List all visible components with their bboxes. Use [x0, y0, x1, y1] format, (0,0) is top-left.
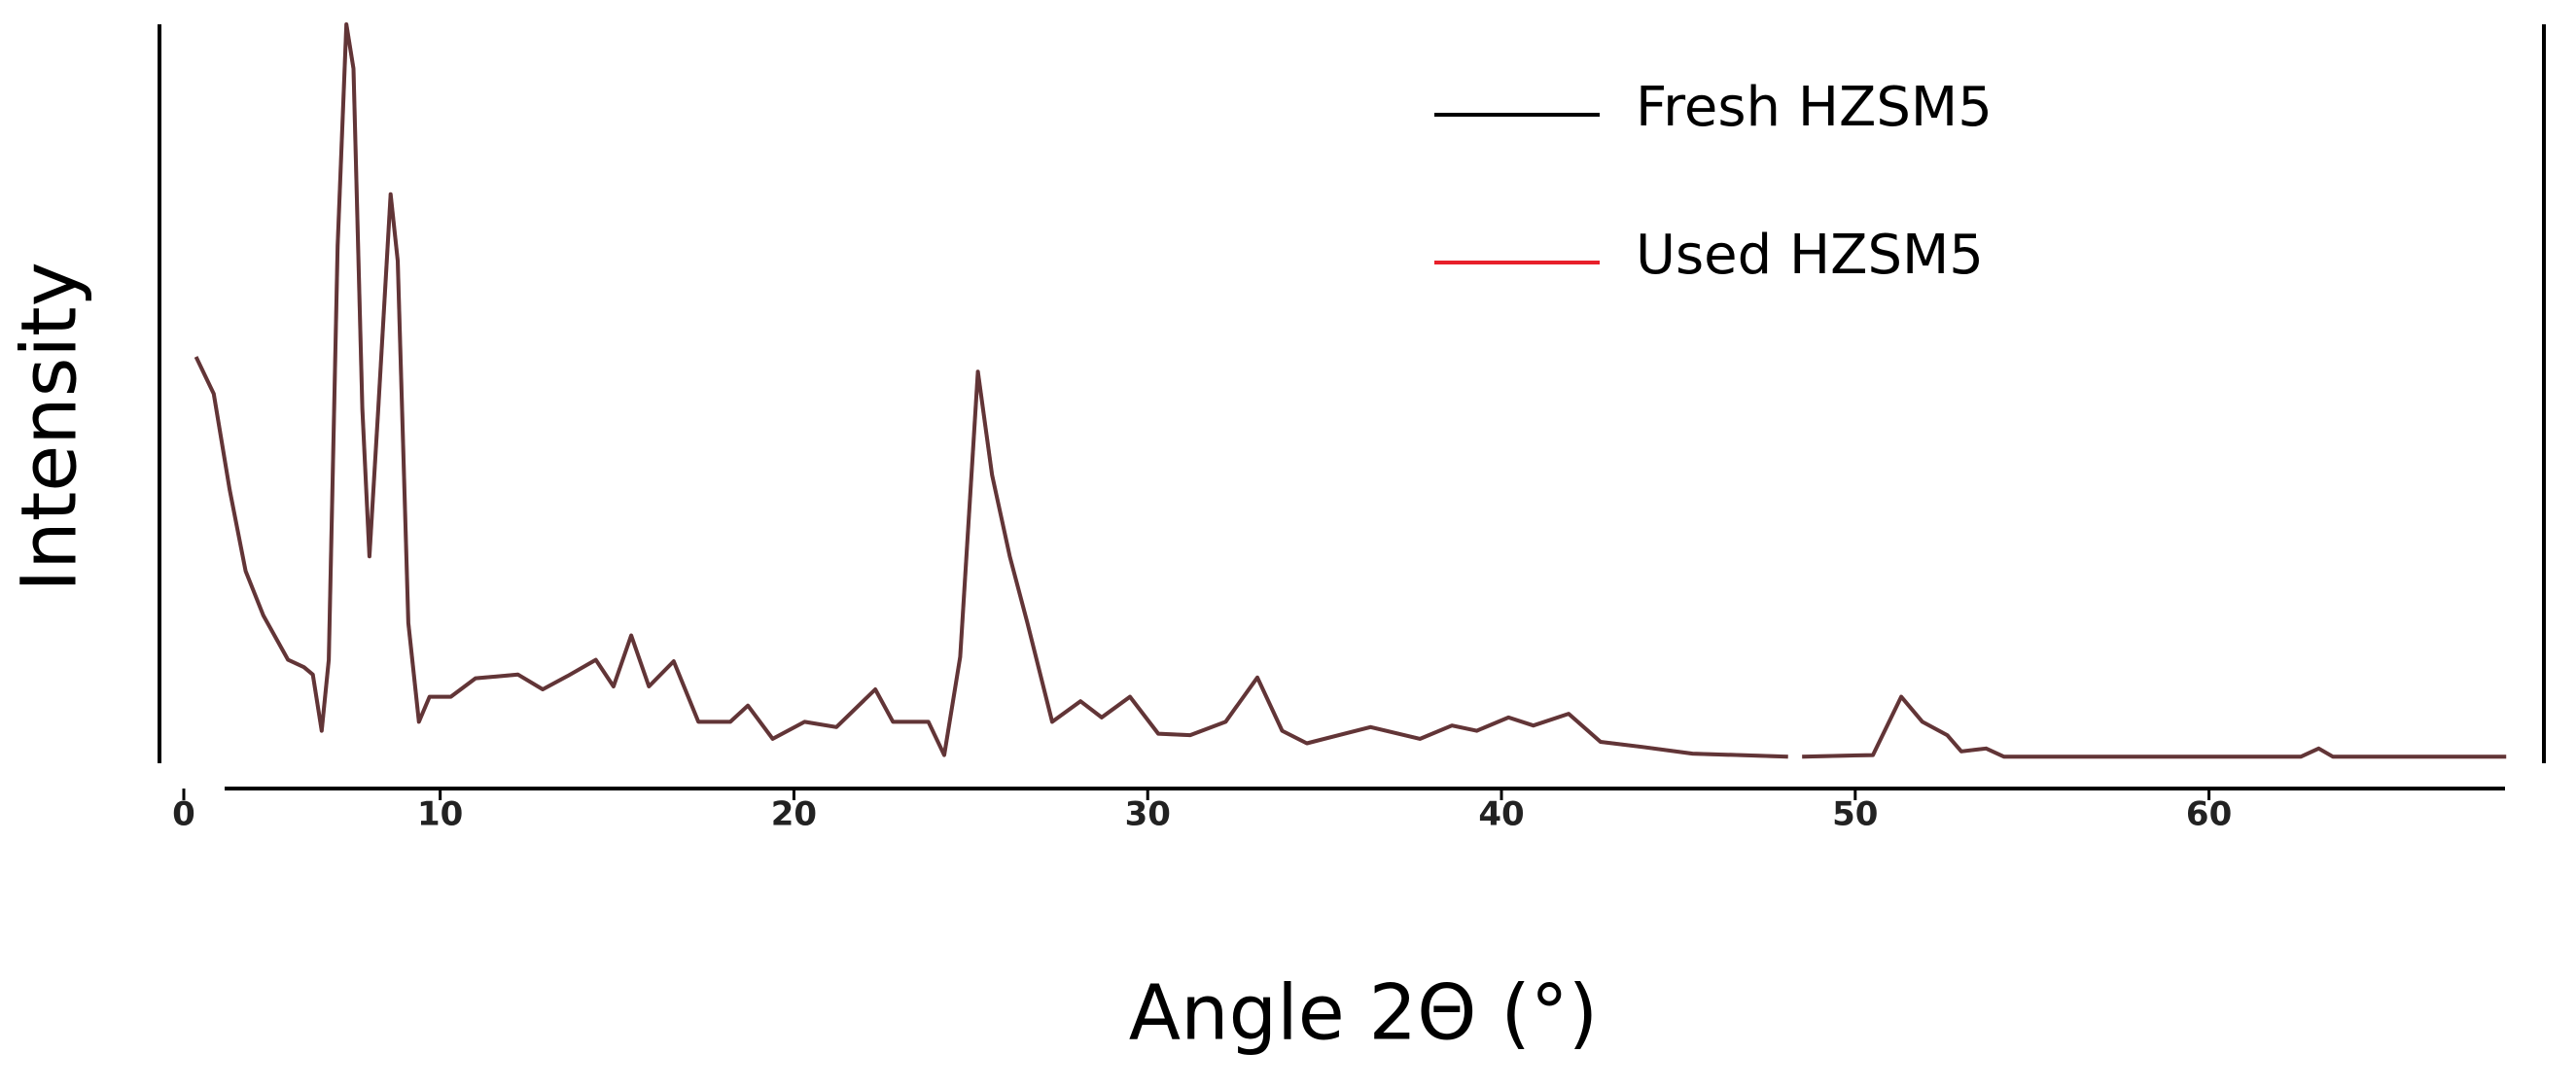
legend-label: Used HZSM5	[1636, 224, 1984, 287]
y-axis-title: Intensity	[6, 262, 93, 592]
x-tick-label: 30	[1125, 795, 1171, 834]
legend-label: Fresh HZSM5	[1636, 76, 1993, 139]
x-tick-label: 10	[417, 795, 463, 834]
series-line	[194, 22, 1788, 759]
x-tick-label: 60	[2186, 795, 2232, 834]
x-tick-label: 20	[771, 795, 817, 834]
x-axis-title: Angle 2Θ (°)	[1129, 969, 1598, 1057]
x-tick-label: 50	[1832, 795, 1878, 834]
series-line	[194, 22, 1788, 759]
series-line	[1802, 694, 2507, 759]
x-tick-label: 0	[172, 795, 195, 834]
x-tick-label: 40	[1478, 795, 1524, 834]
